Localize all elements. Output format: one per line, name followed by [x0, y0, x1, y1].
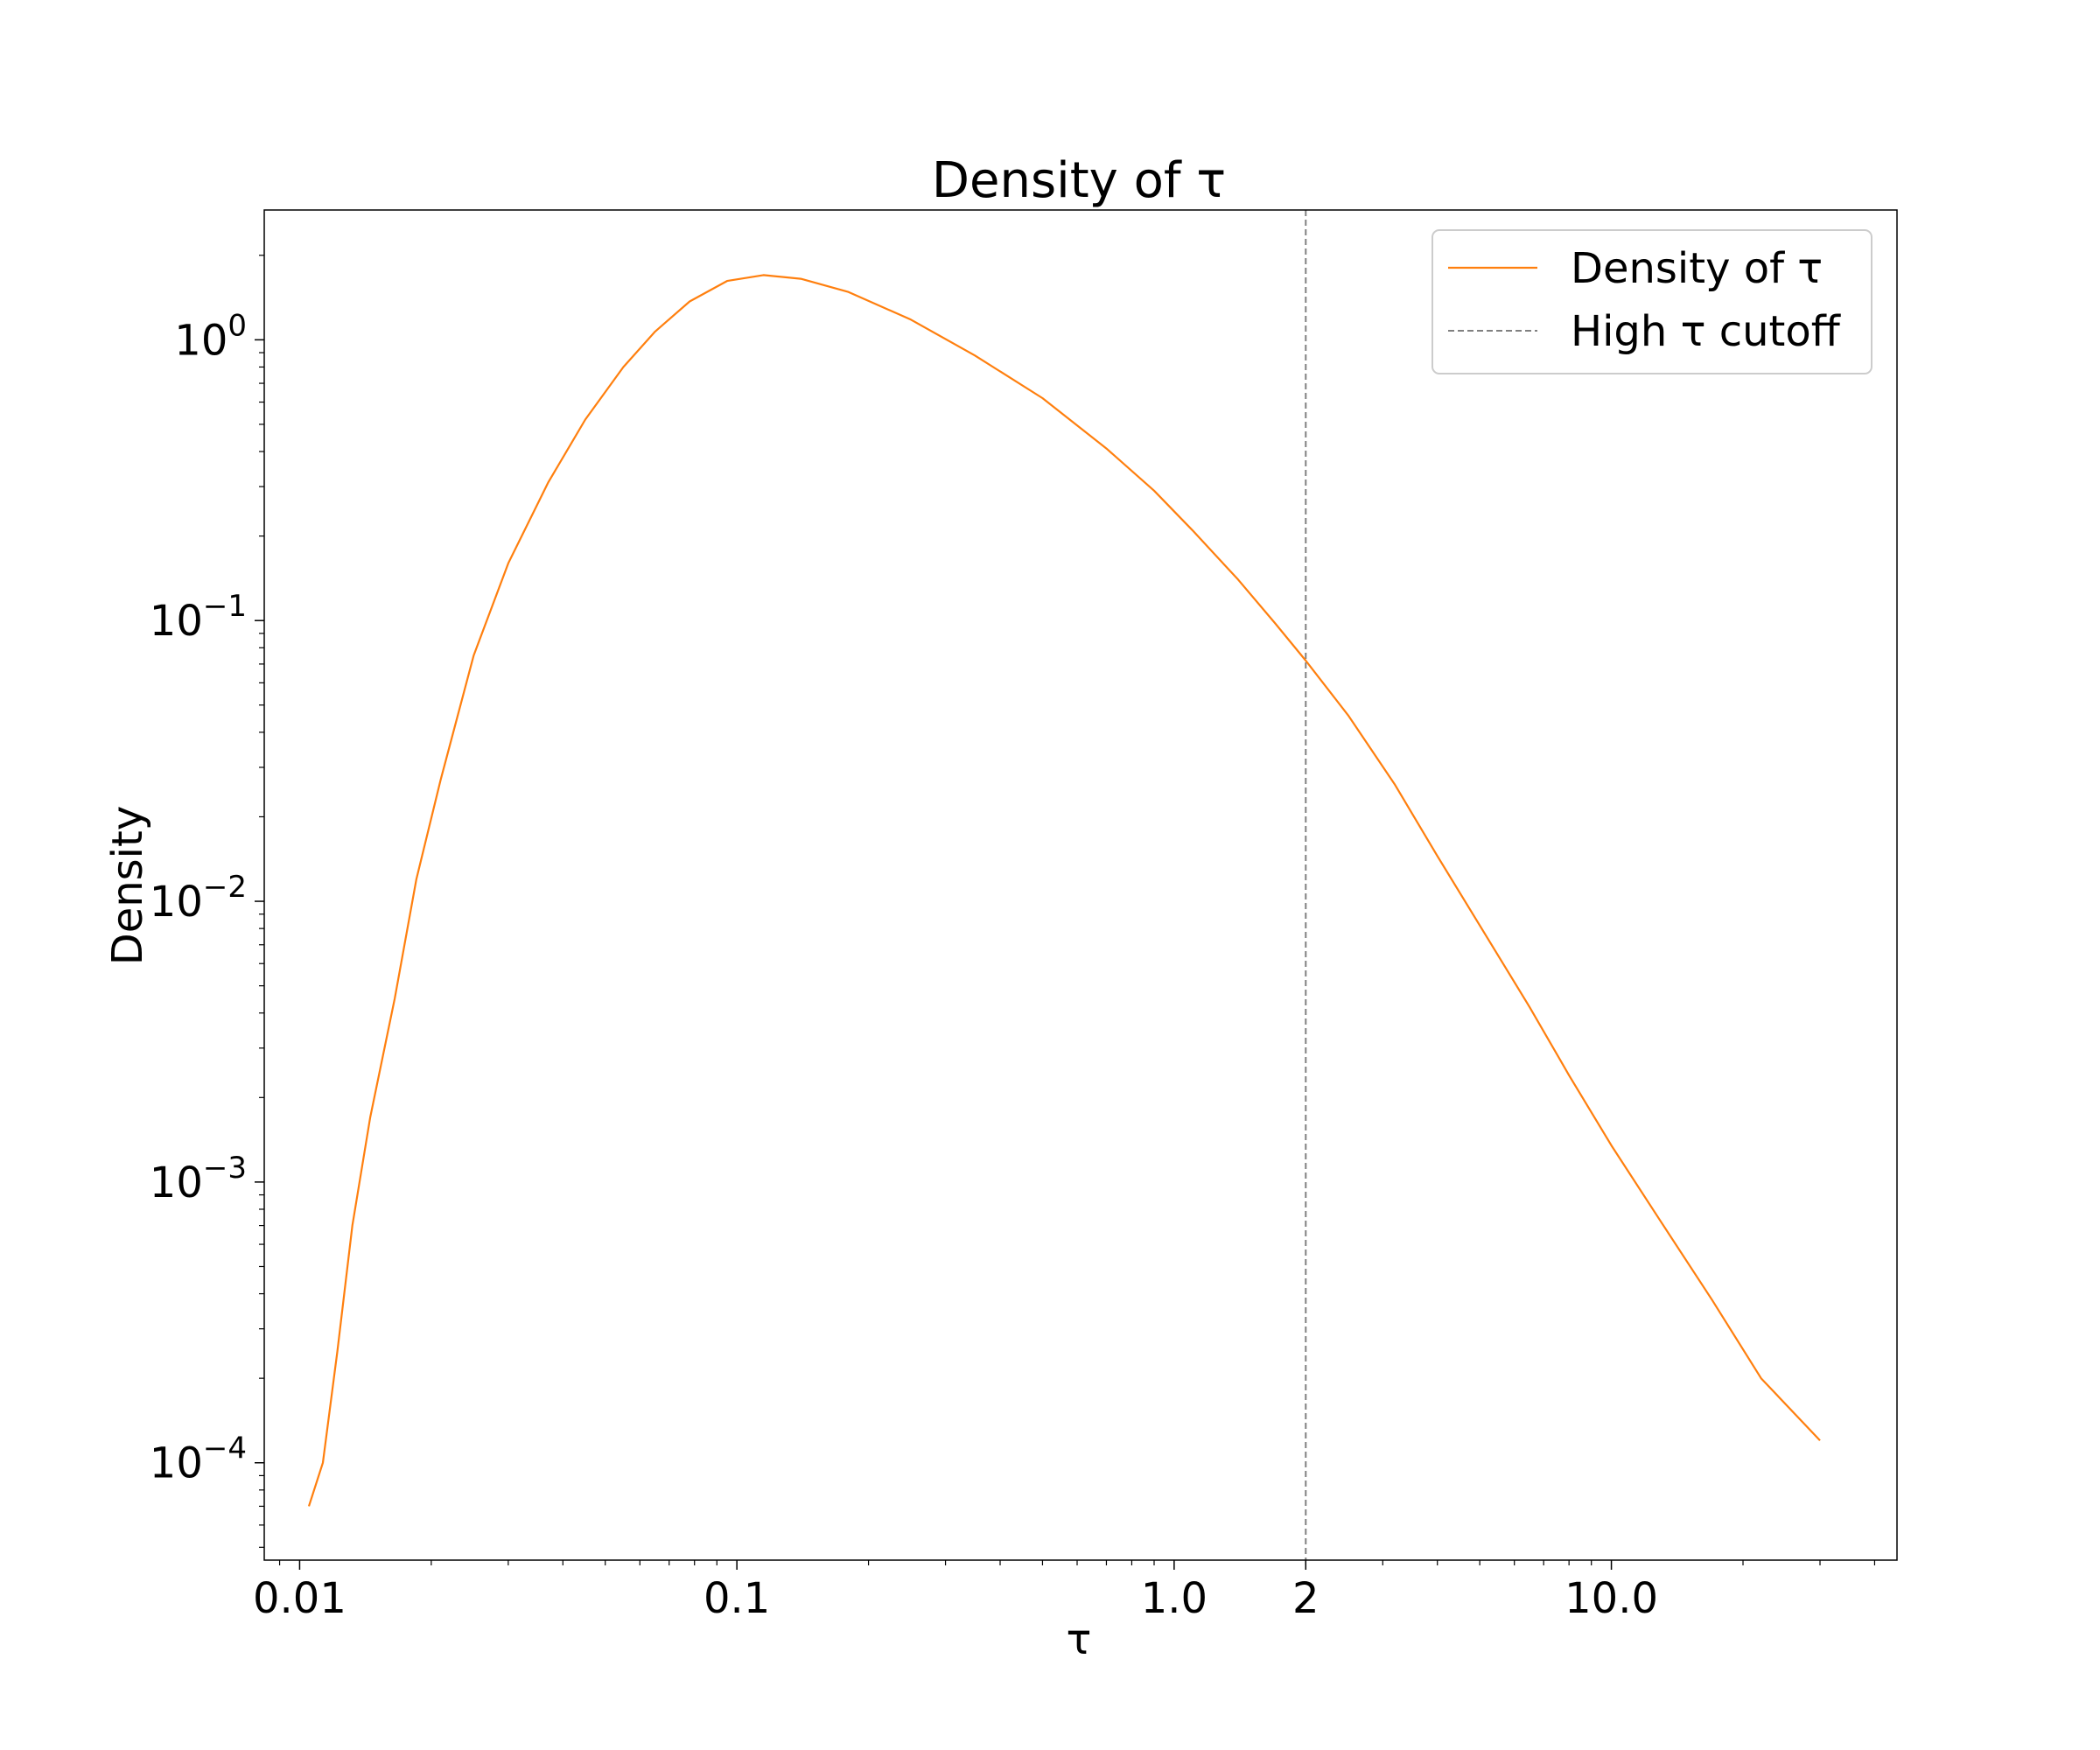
- legend: Density of τ High τ cutoff: [1432, 229, 1872, 374]
- x-tick-label: 10.0: [1564, 1574, 1658, 1623]
- plot-area: [307, 210, 1821, 1560]
- legend-label-density: Density of τ: [1571, 244, 1823, 293]
- y-tick-label: 10−4: [150, 1432, 247, 1488]
- legend-label-cutoff: High τ cutoff: [1571, 307, 1841, 356]
- plot-frame: [263, 209, 1898, 1561]
- x-axis-label: τ: [1067, 1615, 1092, 1664]
- y-tick-label: 100: [174, 308, 247, 365]
- density-curve: [307, 274, 1821, 1507]
- x-tick-label: 0.01: [253, 1574, 346, 1623]
- legend-box: [1432, 229, 1872, 374]
- chart-title: Density of τ: [932, 152, 1226, 209]
- y-tick-label: 10−1: [150, 589, 247, 646]
- y-tick-label: 10−3: [150, 1151, 247, 1208]
- y-axis: 100 10−1 10−2 10−3 10−4: [150, 255, 264, 1548]
- x-tick-label: 1.0: [1141, 1574, 1208, 1623]
- x-tick-label: 0.1: [704, 1574, 770, 1623]
- y-axis-label: Density: [103, 806, 152, 965]
- x-tick-label: 2: [1292, 1574, 1320, 1623]
- y-tick-label: 10−2: [150, 870, 247, 927]
- x-axis: 0.01 0.1 1.0 2 10.0: [253, 1560, 1876, 1623]
